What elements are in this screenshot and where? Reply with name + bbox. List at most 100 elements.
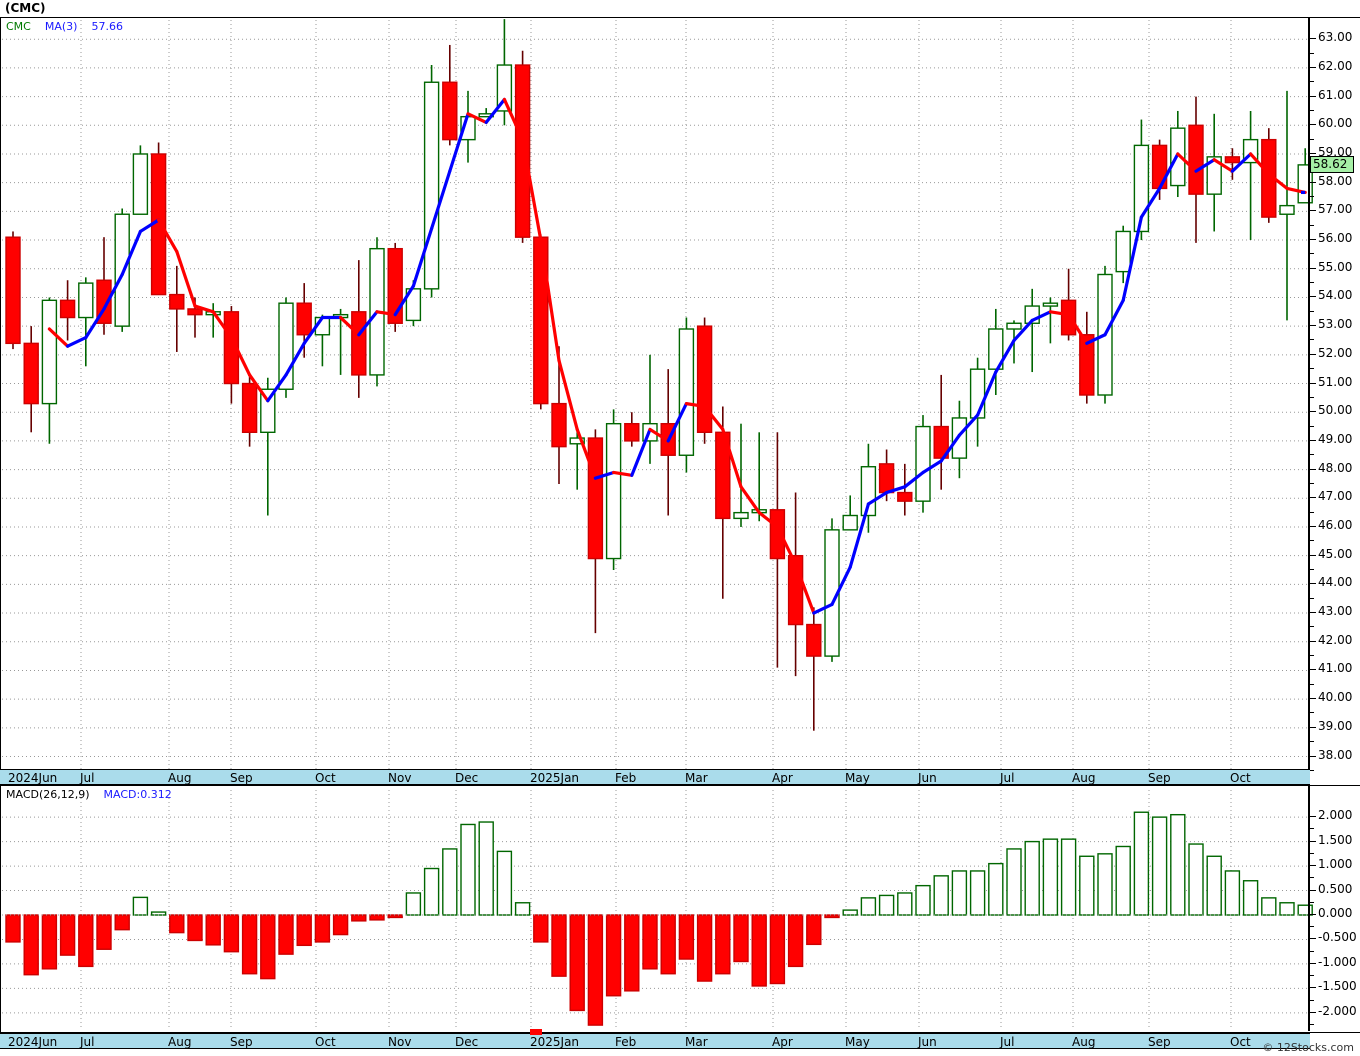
candle-body [41,299,58,405]
macd-bar [59,914,76,956]
candle-body [951,417,968,459]
price-axis-line [1308,17,1310,769]
price-tick [1310,296,1316,298]
ma-line-segment [502,97,525,142]
macd-tick-label: 2.000 [1318,808,1353,823]
ma-line-segment [757,511,780,529]
macd-tick [1310,914,1316,915]
date-axis-label: Feb [615,1035,637,1049]
price-tick-label: 38.00 [1318,747,1353,762]
price-tick [1310,411,1316,413]
ma-line-segment [120,229,142,277]
date-axis-label: Apr [772,771,793,785]
candle-body [587,437,604,560]
ma-line-segment [702,404,725,432]
price-minor-tick [1310,741,1314,743]
price-minor-tick [1310,339,1314,341]
date-axis-label: Oct [1230,771,1251,785]
current-date-marker [530,1029,542,1035]
price-minor-tick [1310,626,1314,628]
ma-line-segment [1267,172,1289,191]
price-tick-label: 58.00 [1318,173,1353,188]
macd-legend: MACD(26,12,9) MACD:0.312 [6,788,172,801]
legend-ticker: CMC [6,20,31,33]
macd-bar [314,914,331,943]
macd-bar [478,821,494,916]
macd-bar [587,914,604,1026]
candle-body [59,299,76,319]
price-tick [1310,698,1316,700]
ma-line-segment [248,373,270,403]
date-axis-label: Mar [685,1035,708,1049]
price-tick-label: 51.00 [1318,374,1353,389]
macd-bar [442,848,458,916]
price-minor-tick [1310,224,1314,226]
price-minor-tick [1310,454,1314,456]
ma-line-segment [1012,318,1034,343]
macd-tick [1310,889,1316,891]
date-axis-label: Jul [1000,771,1015,785]
ma-line-segment [411,226,434,288]
candle-body [187,308,203,316]
price-tick [1310,325,1316,327]
ma-line-segment [539,238,561,363]
macd-bar [733,914,749,963]
date-axis-label: Sep [230,771,253,785]
macd-bar [1297,904,1313,916]
chart-titlebar: (CMC) [0,0,1360,17]
price-tick-label: 63.00 [1318,30,1353,45]
price-tick [1310,267,1316,269]
candle-body [223,311,240,385]
price-tick-label: 41.00 [1318,661,1353,676]
price-minor-tick [1310,712,1314,714]
candle-body [260,388,276,433]
ma-line-segment [939,433,962,463]
price-tick [1310,181,1316,183]
macd-bar [605,914,622,997]
price-minor-tick [1310,52,1314,54]
candle-body [5,236,21,345]
ma-line-segment [1157,152,1180,191]
macd-bar [569,914,585,1012]
ma-line-segment [648,427,670,443]
candle-body [1188,124,1204,195]
macd-bar [969,870,986,916]
macd-bar [114,914,130,931]
macd-bar [715,914,731,975]
macd-bar [23,914,39,976]
ma-line-segment [866,490,889,506]
ma-line-segment [138,218,161,234]
price-tick-label: 40.00 [1318,690,1353,705]
date-axis-label: Oct [1230,1035,1251,1049]
candle-body [969,368,986,419]
macd-tick-label: -1.500 [1318,979,1357,994]
date-axis-label: Apr [772,1035,793,1049]
candle-body [878,463,895,494]
macd-bar [951,870,968,916]
macd-bar [278,914,294,955]
macd-bar [1097,853,1113,916]
macd-tick-label: 1.500 [1318,832,1353,847]
ma-line-segment [921,459,943,475]
price-tick [1310,382,1316,384]
legend-ma-label: MA(3) [44,20,78,33]
ma-line-segment [593,470,616,480]
macd-bar [260,914,276,980]
ma-line-segment [175,249,197,308]
macd-bar [1006,848,1022,916]
candle-body [114,213,130,327]
price-tick-label: 48.00 [1318,460,1353,475]
ma-line-segment [630,427,652,477]
macd-bar [860,897,877,916]
ma-line-segment [1121,215,1144,302]
ma-line-segment [65,336,88,348]
date-axis-label: Jul [80,771,95,785]
price-tick-label: 42.00 [1318,632,1353,647]
ma-line-segment [957,413,980,437]
macd-bar [1042,838,1059,916]
price-tick-label: 56.00 [1318,231,1353,246]
price-minor-tick [1310,482,1314,484]
candle-body [132,153,149,215]
candle-body [496,64,513,112]
macd-tick [1310,840,1316,842]
